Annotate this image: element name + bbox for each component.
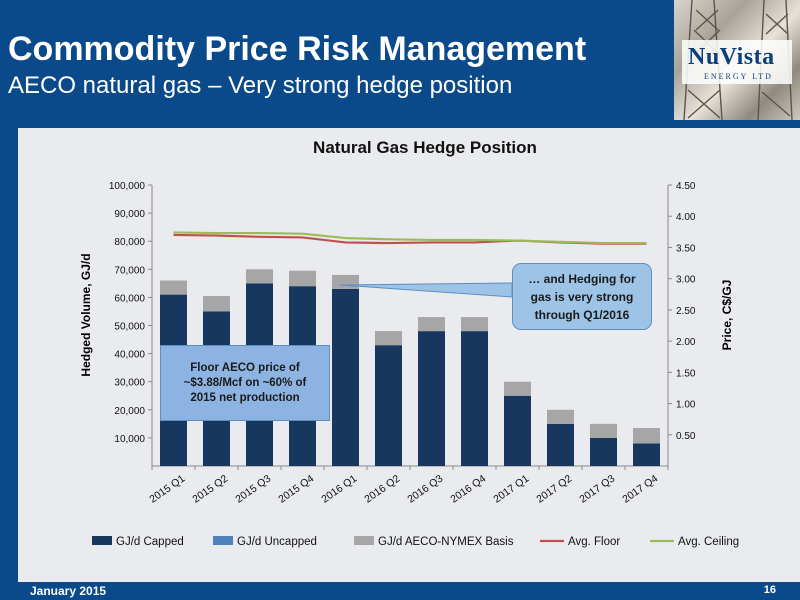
left-tick-label: 30,000 [114,378,145,389]
left-tick-label: 90,000 [114,209,145,220]
bar-gj-d-aeco-nymex-basis [504,381,531,396]
footer-date: January 2015 [30,584,107,598]
bar-gj-d-aeco-nymex-basis [418,317,445,332]
slide-subtitle: AECO natural gas – Very strong hedge pos… [8,72,513,99]
left-tick-label: 40,000 [114,350,145,361]
bar-gj-d-aeco-nymex-basis [246,269,273,284]
bar-gj-d-aeco-nymex-basis [375,331,402,346]
legend-swatch [92,536,112,545]
company-logo: NuVista [688,44,775,70]
company-logo-panel: NuVista ENERGY LTD [674,0,800,120]
bar-gj-d-capped [375,345,402,466]
chart-area-background [18,128,800,582]
right-tick-label: 1.00 [676,400,696,411]
legend-label: Avg. Ceiling [678,536,739,548]
bar-gj-d-capped [547,423,574,466]
bar-gj-d-aeco-nymex-basis [461,317,488,332]
right-tick-label: 2.50 [676,306,696,317]
x-tick-label: 2015 Q3 [233,473,273,506]
logo-backdrop [682,40,792,84]
x-tick-label: 2016 Q1 [319,473,359,506]
left-tick-label: 20,000 [114,406,145,417]
x-tick-label: 2016 Q3 [405,473,445,506]
slide-header: Commodity Price Risk Management AECO nat… [0,0,800,120]
x-tick-label: 2016 Q4 [448,473,488,506]
legend-label: GJ/d AECO-NYMEX Basis [378,536,514,548]
bar-gj-d-aeco-nymex-basis [160,280,187,295]
left-sidebar-strip [0,128,18,582]
bar-gj-d-capped [590,437,617,466]
bar-gj-d-capped [504,395,531,466]
left-tick-label: 10,000 [114,434,145,445]
x-tick-label: 2017 Q3 [577,473,617,506]
header-band [0,120,800,128]
x-tick-label: 2017 Q2 [534,473,574,506]
x-tick-label: 2016 Q2 [362,473,402,506]
left-tick-label: 70,000 [114,265,145,276]
legend-label: GJ/d Uncapped [237,536,317,548]
bar-gj-d-capped [418,331,445,466]
right-tick-label: 3.50 [676,243,696,254]
slide-title: Commodity Price Risk Management [8,30,587,68]
legend-swatch [213,536,233,545]
x-tick-label: 2015 Q4 [276,473,316,506]
bar-gj-d-aeco-nymex-basis [289,270,316,287]
left-tick-label: 60,000 [114,293,145,304]
floor-price-note: Floor AECO price of ~$3.88/Mcf on ~60% o… [160,345,330,421]
x-tick-label: 2017 Q4 [620,473,660,506]
bar-gj-d-aeco-nymex-basis [332,274,359,289]
legend-label: GJ/d Capped [116,536,184,548]
left-axis-label: Hedged Volume, GJ/d [79,253,93,377]
bar-gj-d-aeco-nymex-basis [203,295,230,312]
bar-gj-d-aeco-nymex-basis [590,423,617,438]
x-tick-label: 2015 Q1 [147,473,187,506]
legend-swatch [354,536,374,545]
bar-gj-d-capped [332,288,359,466]
hedging-callout: … and Hedging for gas is very strong thr… [512,263,652,330]
right-tick-label: 4.00 [676,212,696,223]
bar-gj-d-aeco-nymex-basis [547,409,574,424]
right-tick-label: 2.00 [676,337,696,348]
line-avg-ceiling [173,231,647,245]
chart-title: Natural Gas Hedge Position [313,138,537,157]
slide-footer: January 2015 16 [0,582,800,600]
bar-gj-d-capped [461,331,488,466]
bar-gj-d-capped [633,443,660,466]
right-axis-label: Price, C$/GJ [720,279,734,351]
left-tick-label: 50,000 [114,322,145,333]
left-tick-label: 100,000 [109,181,146,192]
right-tick-label: 4.50 [676,181,696,192]
x-tick-label: 2015 Q2 [190,473,230,506]
page-number: 16 [763,584,776,596]
right-tick-label: 1.50 [676,368,696,379]
callout-pointer [339,282,513,298]
right-tick-label: 3.00 [676,275,696,286]
company-logo-subtitle: ENERGY LTD [704,72,773,81]
left-tick-label: 80,000 [114,237,145,248]
x-tick-label: 2017 Q1 [491,473,531,506]
bar-gj-d-aeco-nymex-basis [633,428,660,444]
right-tick-label: 0.50 [676,431,696,442]
legend-label: Avg. Floor [568,536,620,548]
